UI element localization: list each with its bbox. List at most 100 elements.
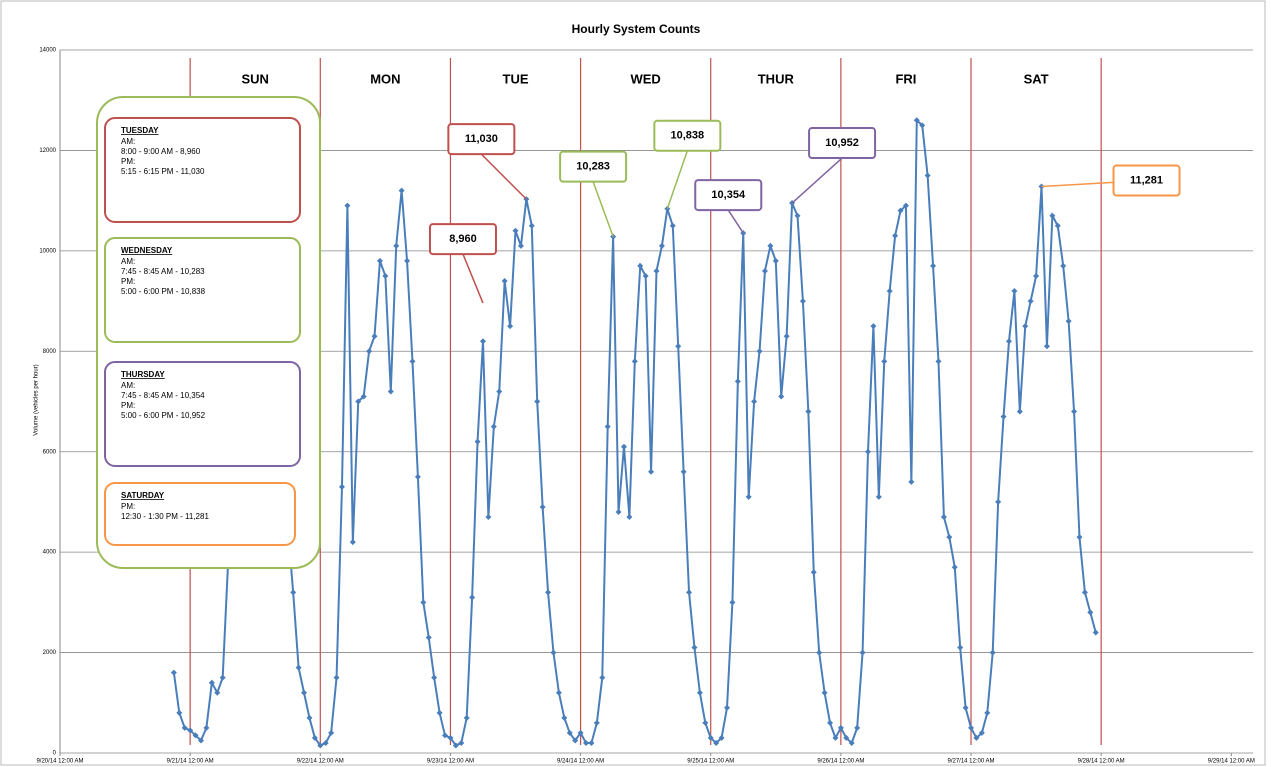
- summary-line: 5:00 - 6:00 PM - 10,952: [121, 411, 206, 420]
- data-point: [474, 438, 481, 445]
- data-point: [1000, 413, 1007, 420]
- data-point: [615, 508, 622, 515]
- data-point: [583, 739, 590, 746]
- data-point: [729, 599, 736, 606]
- day-label: THUR: [758, 71, 795, 86]
- data-point: [620, 443, 627, 450]
- summary-line: 5:15 - 6:15 PM - 11,030: [121, 167, 205, 176]
- callout-label: 10,838: [671, 130, 705, 142]
- data-point: [756, 348, 763, 355]
- x-tick-label: 9/24/14 12:00 AM: [557, 759, 604, 765]
- data-point: [187, 727, 194, 734]
- data-point: [946, 534, 953, 541]
- data-point: [962, 704, 969, 711]
- callout-box: [447, 123, 516, 156]
- data-point: [1005, 338, 1012, 345]
- summary-line: AM:: [121, 381, 135, 390]
- data-point: [398, 187, 405, 194]
- data-point: [447, 734, 454, 741]
- data-point: [680, 468, 687, 475]
- data-point: [696, 689, 703, 696]
- data-point: [387, 388, 394, 395]
- data-point: [566, 729, 573, 736]
- data-point: [452, 742, 459, 749]
- data-point: [973, 734, 980, 741]
- day-label: WED: [630, 71, 660, 86]
- day-label: FRI: [895, 71, 916, 86]
- data-point: [545, 589, 552, 596]
- data-point: [436, 709, 443, 716]
- data-point: [208, 679, 215, 686]
- data-point: [588, 739, 595, 746]
- data-point: [512, 227, 519, 234]
- data-point: [995, 498, 1002, 505]
- data-point: [707, 734, 714, 741]
- data-point: [501, 277, 508, 284]
- data-point: [1060, 262, 1067, 269]
- callout-label: 8,960: [449, 233, 477, 245]
- x-tick-label: 9/29/14 12:00 AM: [1208, 759, 1255, 765]
- callout-leader: [480, 153, 527, 200]
- data-point: [881, 358, 888, 365]
- data-point: [517, 242, 524, 249]
- data-point: [496, 388, 503, 395]
- data-point: [349, 539, 356, 546]
- data-point: [1049, 212, 1056, 219]
- y-tick-label: 6000: [43, 449, 57, 455]
- data-point: [1087, 609, 1094, 616]
- data-point: [691, 644, 698, 651]
- data-point: [404, 257, 411, 264]
- data-point: [1043, 343, 1050, 350]
- summary-line: PM:: [121, 502, 135, 511]
- y-tick-label: 2000: [43, 650, 57, 656]
- day-label: MON: [370, 71, 400, 86]
- data-point: [875, 493, 882, 500]
- data-point: [301, 689, 308, 696]
- data-point: [805, 408, 812, 415]
- data-point: [843, 734, 850, 741]
- summary-box: [104, 361, 301, 467]
- callout-box: [428, 223, 497, 256]
- data-point: [821, 689, 828, 696]
- data-point: [599, 674, 606, 681]
- x-tick-label: 9/23/14 12:00 AM: [427, 759, 474, 765]
- summary-box: [104, 237, 301, 343]
- summary-line: 8:00 - 9:00 AM - 8,960: [121, 147, 201, 156]
- data-point: [181, 724, 188, 731]
- data-point: [783, 333, 790, 340]
- data-point: [1081, 589, 1088, 596]
- y-tick-label: 8000: [43, 349, 57, 355]
- data-point: [832, 734, 839, 741]
- data-point: [935, 358, 942, 365]
- y-tick-label: 4000: [43, 550, 57, 556]
- data-point: [870, 323, 877, 330]
- data-point: [653, 267, 660, 274]
- data-point: [799, 298, 806, 305]
- data-point: [767, 242, 774, 249]
- data-point: [295, 664, 302, 671]
- y-tick-label: 14000: [39, 48, 56, 54]
- data-point: [534, 398, 541, 405]
- data-point: [1022, 323, 1029, 330]
- data-point: [778, 393, 785, 400]
- data-point: [930, 262, 937, 269]
- data-point: [539, 503, 546, 510]
- data-point: [745, 493, 752, 500]
- data-point: [355, 398, 362, 405]
- data-point: [957, 644, 964, 651]
- data-point: [420, 599, 427, 606]
- data-point: [214, 689, 221, 696]
- data-point: [642, 272, 649, 279]
- data-point: [810, 569, 817, 576]
- data-point: [924, 172, 931, 179]
- data-point: [940, 513, 947, 520]
- data-point: [859, 649, 866, 656]
- callout-box: [1112, 164, 1181, 197]
- data-point: [469, 594, 476, 601]
- summary-line: PM:: [121, 157, 135, 166]
- data-point: [219, 674, 226, 681]
- summary-line: 5:00 - 6:00 PM - 10,838: [121, 287, 206, 296]
- data-point: [827, 719, 834, 726]
- data-point: [864, 448, 871, 455]
